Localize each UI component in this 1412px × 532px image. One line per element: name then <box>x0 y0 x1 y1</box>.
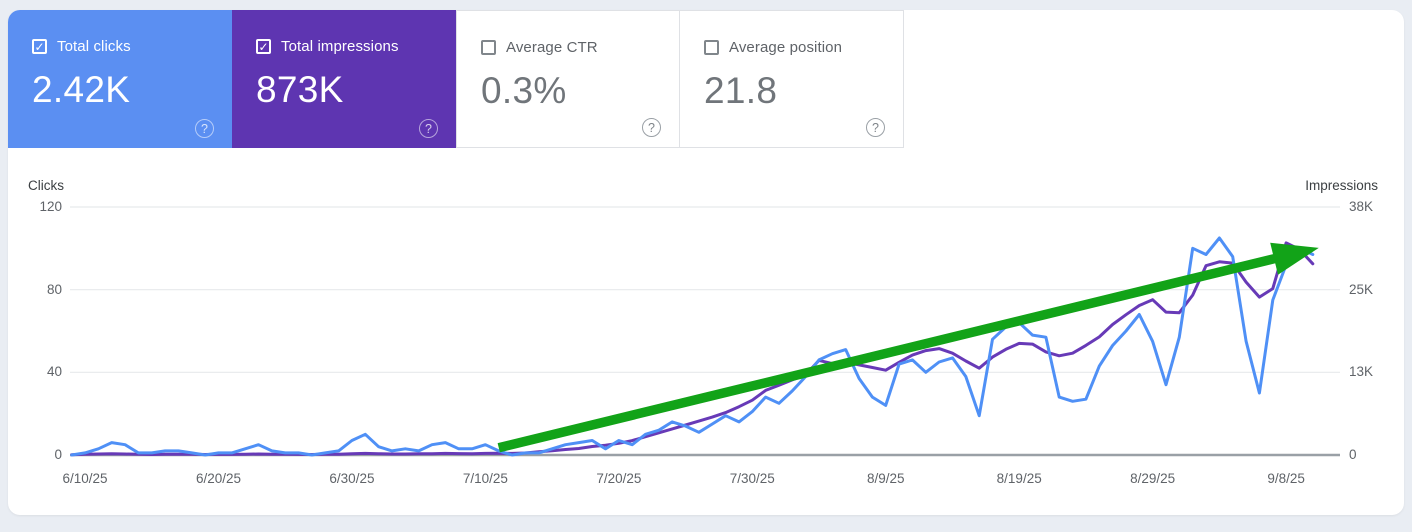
left-axis-tick-label: 80 <box>46 281 62 297</box>
metric-card-average-ctr[interactable]: Average CTR 0.3% ? <box>456 10 680 148</box>
help-icon[interactable]: ? <box>195 119 214 138</box>
left-axis-tick-label: 0 <box>54 447 62 462</box>
help-icon[interactable]: ? <box>866 118 885 137</box>
card-label-row: Average position <box>704 39 879 56</box>
x-axis-date-label: 8/9/25 <box>866 471 905 486</box>
right-axis-tick-label: 25K <box>1349 281 1374 297</box>
card-label-row: ✓ Total impressions <box>256 38 432 55</box>
checkbox-unchecked-icon[interactable] <box>704 40 719 55</box>
x-axis-date-label: 9/8/25 <box>1267 471 1305 486</box>
checkbox-unchecked-icon[interactable] <box>481 40 496 55</box>
metric-card-total-clicks[interactable]: ✓ Total clicks 2.42K ? <box>8 10 232 148</box>
left-axis-tick-label: 120 <box>39 199 62 214</box>
card-value: 0.3% <box>481 70 567 111</box>
x-axis-date-label: 7/30/25 <box>729 471 775 486</box>
card-label: Average position <box>729 39 843 56</box>
card-value: 873K <box>256 69 344 110</box>
metric-cards-row: ✓ Total clicks 2.42K ? ✓ Total impressio… <box>8 10 1404 148</box>
metric-card-average-position[interactable]: Average position 21.8 ? <box>680 10 904 148</box>
x-axis-date-label: 6/20/25 <box>195 471 242 486</box>
card-label-row: ✓ Total clicks <box>32 38 208 55</box>
x-axis-date-label: 6/10/25 <box>62 471 108 486</box>
right-axis-tick-label: 13K <box>1349 364 1374 380</box>
performance-line-chart[interactable] <box>8 10 1404 515</box>
help-icon[interactable]: ? <box>419 119 438 138</box>
card-value: 21.8 <box>704 70 778 111</box>
x-axis-date-label: 7/20/25 <box>596 471 642 486</box>
axis-title-impressions: Impressions <box>1305 178 1378 193</box>
card-label-row: Average CTR <box>481 39 655 56</box>
x-axis-date-label: 6/30/25 <box>329 471 375 486</box>
x-axis-date-label: 8/19/25 <box>996 471 1042 486</box>
help-icon[interactable]: ? <box>642 118 661 137</box>
x-axis-date-label: 7/10/25 <box>462 471 508 486</box>
card-value: 2.42K <box>32 69 131 110</box>
card-label: Total clicks <box>57 38 131 55</box>
left-axis-tick-label: 40 <box>46 364 62 380</box>
checkbox-checked-icon[interactable]: ✓ <box>32 39 47 54</box>
x-axis-date-label: 8/29/25 <box>1130 471 1176 486</box>
card-label: Total impressions <box>281 38 399 55</box>
axis-title-clicks: Clicks <box>28 178 64 193</box>
card-label: Average CTR <box>506 39 598 56</box>
checkbox-checked-icon[interactable]: ✓ <box>256 39 271 54</box>
performance-panel: ✓ Total clicks 2.42K ? ✓ Total impressio… <box>8 10 1404 515</box>
right-axis-tick-label: 0 <box>1349 447 1357 462</box>
right-axis-tick-label: 38K <box>1349 199 1374 214</box>
metric-card-total-impressions[interactable]: ✓ Total impressions 873K ? <box>232 10 456 148</box>
